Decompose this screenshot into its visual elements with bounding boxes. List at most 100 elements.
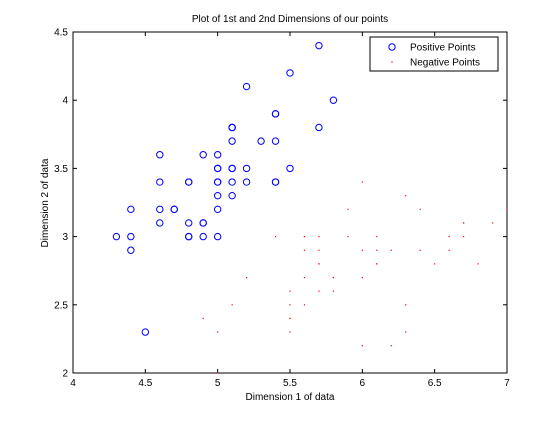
- negative-point: [318, 249, 320, 251]
- positive-point: [199, 232, 207, 241]
- x-tick-label: 4.5: [138, 378, 152, 389]
- positive-point: [185, 232, 193, 241]
- x-tick-label: 5: [215, 378, 221, 389]
- positive-point: [228, 164, 236, 173]
- negative-point: [434, 263, 436, 265]
- positive-point: [242, 164, 251, 173]
- positive-point: [213, 178, 222, 186]
- negative-point: [289, 331, 291, 333]
- positive-point: [213, 191, 222, 200]
- positive-point: [213, 151, 222, 159]
- positive-point: [199, 219, 207, 227]
- negative-point: [217, 372, 219, 374]
- legend-marker-positive: [388, 43, 396, 51]
- y-axis-label: Dimension 2 of data: [40, 158, 51, 247]
- positive-point: [228, 178, 236, 186]
- positive-point: [185, 219, 193, 227]
- x-tick-label: 5.5: [283, 378, 297, 389]
- negative-point: [332, 276, 334, 279]
- negative-point: [477, 263, 479, 265]
- negative-point: [289, 290, 291, 292]
- positive-point: [329, 96, 338, 104]
- positive-point: [228, 137, 236, 145]
- negative-point: [289, 304, 291, 306]
- legend-box: [369, 36, 499, 72]
- x-axis-label: Dimension 1 of data: [246, 392, 335, 403]
- positive-point: [228, 191, 236, 200]
- negative-point: [332, 290, 334, 292]
- x-tick-label: 7: [504, 378, 510, 389]
- negative-point: [361, 181, 363, 183]
- y-tick-label: 2: [62, 369, 68, 380]
- positive-point: [112, 232, 121, 241]
- positive-point: [271, 137, 280, 145]
- negative-point: [347, 208, 349, 210]
- negative-point: [202, 317, 204, 320]
- negative-point: [376, 236, 378, 238]
- positive-point: [127, 246, 135, 254]
- negative-point: [405, 304, 407, 306]
- positive-point: [271, 178, 280, 186]
- negative-point: [448, 236, 450, 238]
- positive-point: [257, 137, 265, 145]
- negative-point: [463, 236, 465, 238]
- positive-point: [141, 328, 150, 336]
- positive-point: [286, 164, 294, 173]
- legend-marker-negative: [391, 61, 393, 63]
- chart-title: Plot of 1st and 2nd Dimensions of our po…: [192, 14, 388, 25]
- negative-point: [405, 331, 407, 333]
- negative-point: [419, 208, 421, 210]
- negative-point: [246, 276, 248, 279]
- positive-point: [315, 123, 323, 132]
- y-tick-label: 3.5: [54, 164, 68, 175]
- negative-point: [303, 304, 306, 306]
- positive-point: [127, 232, 135, 241]
- negative-point: [347, 236, 349, 238]
- y-tick-label: 4.5: [54, 28, 68, 39]
- negative-point: [376, 263, 378, 265]
- negative-point: [274, 236, 277, 238]
- positive-point: [170, 205, 178, 214]
- negative-point: [491, 222, 494, 224]
- positive-point: [199, 151, 207, 159]
- negative-point: [361, 276, 363, 279]
- positive-point: [315, 41, 323, 50]
- positive-point: [228, 123, 236, 132]
- negative-point: [318, 236, 320, 238]
- negative-point: [361, 345, 363, 347]
- x-tick-label: 4: [70, 378, 76, 389]
- positive-point: [242, 82, 251, 91]
- positive-point: [156, 205, 164, 214]
- negative-point: [303, 249, 306, 251]
- positive-point: [286, 69, 294, 77]
- positive-point: [185, 178, 193, 186]
- y-tick-label: 3: [62, 232, 68, 243]
- legend-label: Positive Points: [410, 43, 476, 54]
- negative-point: [376, 249, 378, 251]
- negative-point: [405, 195, 407, 197]
- negative-point: [390, 345, 392, 347]
- negative-point: [419, 249, 421, 251]
- negative-point: [463, 222, 465, 224]
- negative-point: [506, 208, 508, 210]
- positive-point: [213, 205, 222, 214]
- x-tick-label: 6.5: [428, 378, 442, 389]
- negative-point: [448, 249, 450, 251]
- negative-point: [303, 236, 306, 238]
- negative-point: [303, 276, 306, 279]
- y-tick-label: 4: [62, 96, 68, 107]
- positive-point: [213, 232, 222, 241]
- positive-point: [156, 151, 164, 159]
- legend-label: Negative Points: [410, 58, 480, 69]
- y-tick-label: 2.5: [54, 300, 68, 311]
- x-tick-label: 6: [360, 378, 366, 389]
- negative-point: [390, 249, 392, 251]
- negative-point: [361, 249, 363, 251]
- positive-point: [271, 110, 280, 118]
- negative-point: [231, 304, 233, 306]
- negative-point: [289, 317, 291, 320]
- positive-point: [127, 205, 135, 214]
- plot-frame: [72, 31, 508, 374]
